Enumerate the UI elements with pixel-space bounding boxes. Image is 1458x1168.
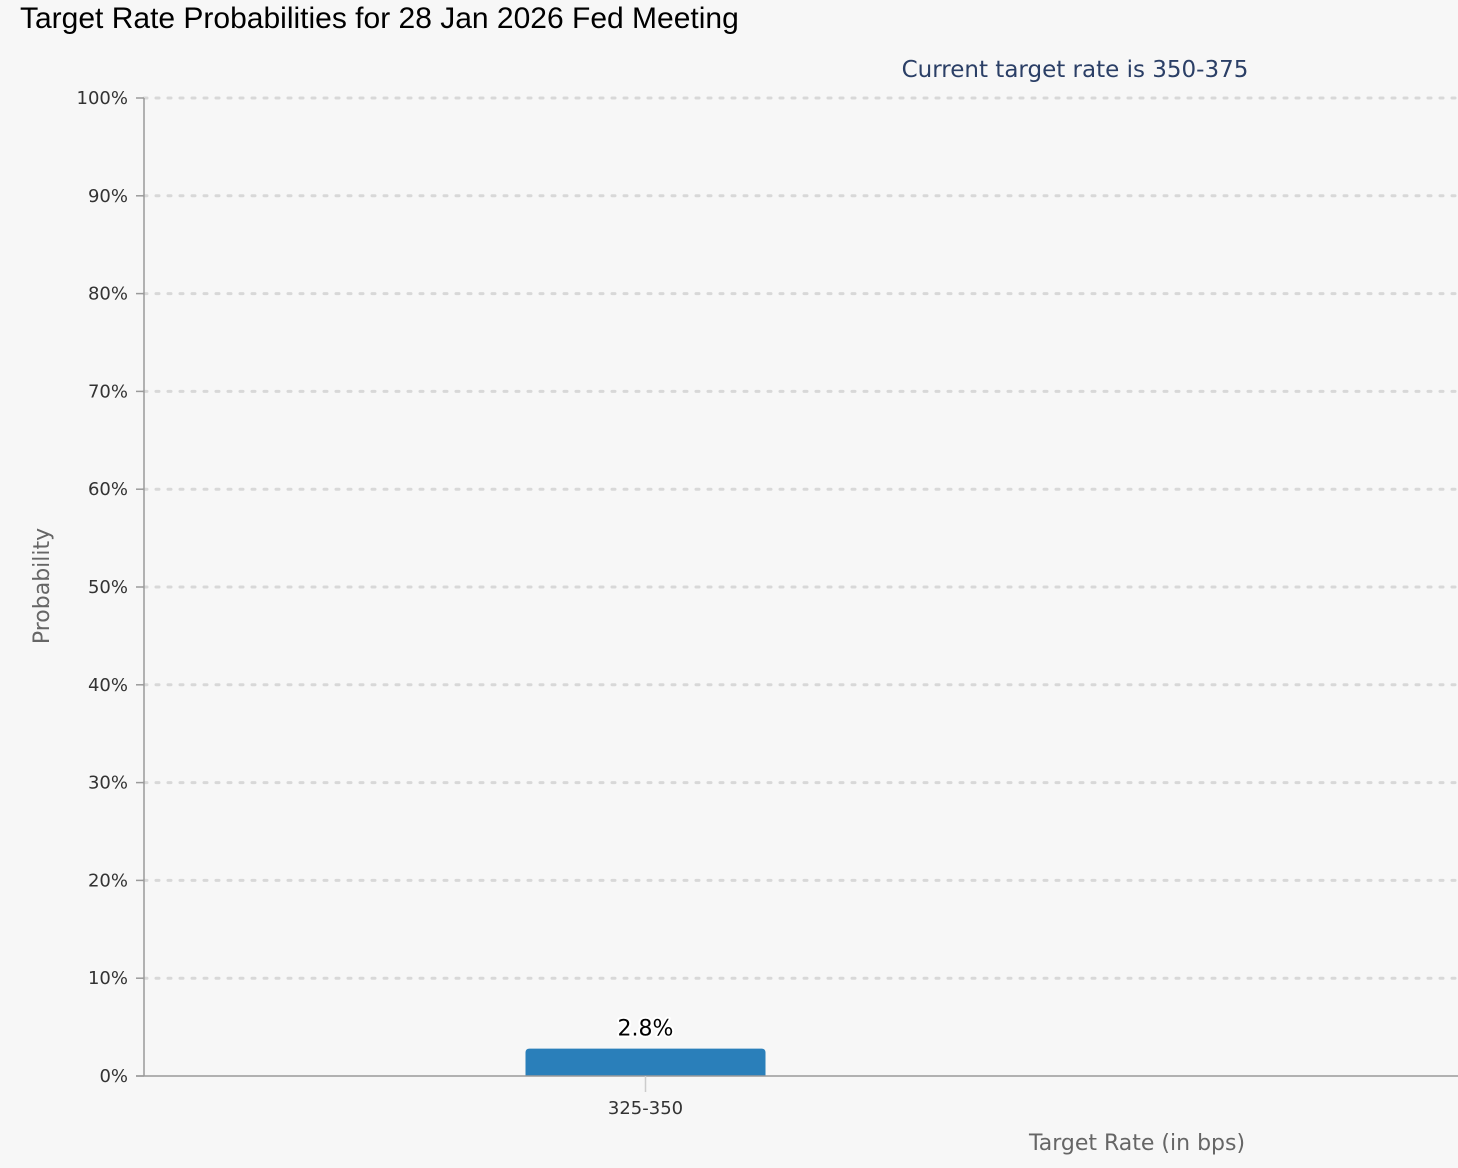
y-tick-label: 90%	[88, 186, 128, 207]
page-title: Target Rate Probabilities for 28 Jan 202…	[20, 2, 739, 35]
x-tick-labels: 325-350	[608, 1076, 683, 1119]
y-tick-label: 20%	[88, 870, 128, 891]
grid-lines	[142, 96, 1458, 980]
data-labels: 2.8%	[616, 1015, 676, 1044]
x-tick-label: 325-350	[608, 1098, 683, 1119]
y-tick-label: 60%	[88, 479, 128, 500]
y-tick-labels: 0% 10% 20% 30% 40% 50% 60% 70% 80% 90% 100%	[77, 88, 144, 1087]
y-tick-label: 0%	[99, 1066, 128, 1087]
chart-subtitle: Current target rate is 350-375	[902, 57, 1249, 83]
bars	[525, 1048, 766, 1076]
bar[interactable]	[525, 1048, 766, 1076]
x-axis-title: Target Rate (in bps)	[1028, 1131, 1245, 1156]
axes	[136, 98, 1458, 1077]
y-axis-title: Probability	[30, 528, 55, 644]
y-tick-label: 40%	[88, 675, 128, 696]
y-tick-label: 50%	[88, 577, 128, 598]
bar-value-label: 2.8%	[618, 1017, 674, 1042]
y-tick-label: 70%	[88, 381, 128, 402]
y-tick-label: 30%	[88, 773, 128, 794]
y-tick-label: 100%	[77, 88, 128, 109]
y-tick-label: 10%	[88, 968, 128, 989]
y-tick-label: 80%	[88, 284, 128, 305]
